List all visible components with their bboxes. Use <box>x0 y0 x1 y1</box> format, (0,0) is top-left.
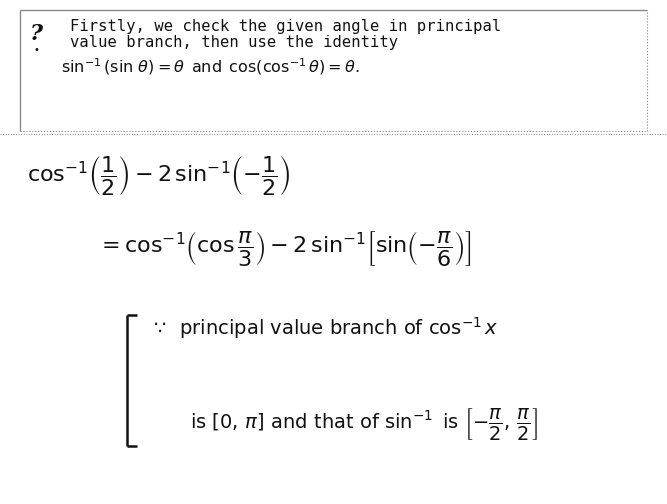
Text: •: • <box>34 45 39 55</box>
Text: value branch, then use the identity: value branch, then use the identity <box>70 35 398 50</box>
Text: ?: ? <box>30 23 43 45</box>
Text: $\cos^{-1}\!\left(\dfrac{1}{2}\right) - 2\,\sin^{-1}\!\left(-\dfrac{1}{2}\right): $\cos^{-1}\!\left(\dfrac{1}{2}\right) - … <box>27 154 289 197</box>
Text: is $[0,\,\pi]$ and that of $\sin^{-1}$ is $\left[-\dfrac{\pi}{2},\,\dfrac{\pi}{2: is $[0,\,\pi]$ and that of $\sin^{-1}$ i… <box>190 406 538 442</box>
Text: $\sin^{-1}(\sin\,\theta) = \theta\,$ and $\,\cos(\cos^{-1}\theta) = \theta.$: $\sin^{-1}(\sin\,\theta) = \theta\,$ and… <box>61 56 360 77</box>
Text: $\because\,$ principal value branch of $\cos^{-1}x$: $\because\,$ principal value branch of $… <box>150 315 499 341</box>
Text: Firstly, we check the given angle in principal: Firstly, we check the given angle in pri… <box>70 19 502 34</box>
Text: $= \cos^{-1}\!\left(\cos\dfrac{\pi}{3}\right) - 2\,\sin^{-1}\!\left[\sin\!\left(: $= \cos^{-1}\!\left(\cos\dfrac{\pi}{3}\r… <box>97 229 472 268</box>
